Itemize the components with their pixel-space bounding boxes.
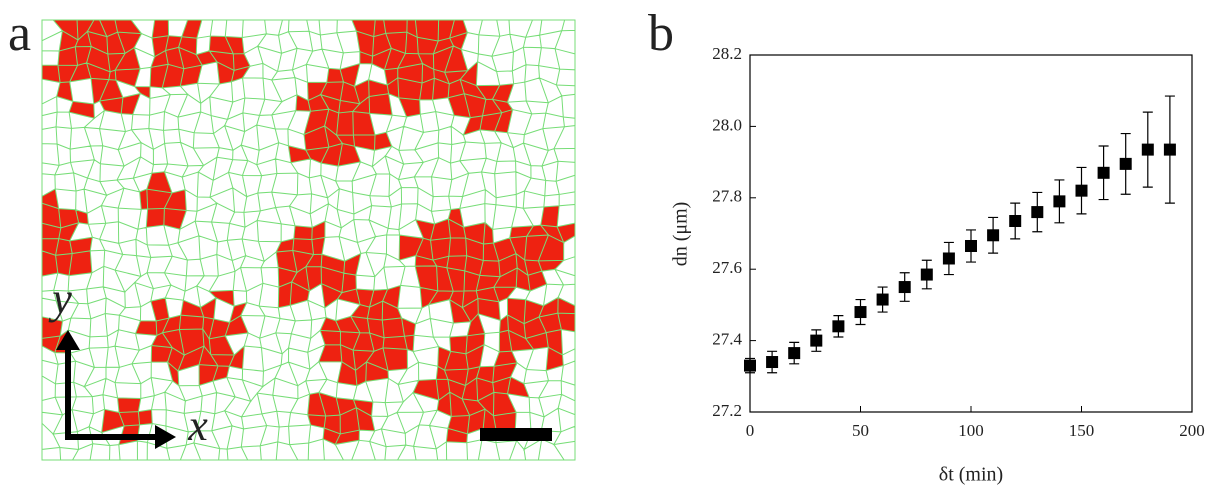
marker — [1009, 215, 1022, 228]
marker — [744, 359, 756, 372]
marker — [810, 334, 823, 347]
marker — [965, 239, 977, 252]
red-cells — [42, 20, 575, 445]
marker — [788, 347, 801, 360]
point — [1141, 111, 1154, 188]
point — [744, 357, 756, 374]
x-tick-label: 50 — [852, 421, 869, 440]
point — [942, 241, 955, 276]
point — [987, 216, 1000, 254]
marker — [766, 356, 779, 369]
panel-label: a — [8, 5, 31, 62]
point — [766, 350, 779, 374]
point — [1119, 132, 1132, 195]
x-arrow-head — [155, 425, 176, 449]
x-arrow-label: x — [187, 401, 208, 450]
marker — [876, 293, 889, 306]
marker — [854, 306, 867, 319]
point — [1097, 145, 1110, 201]
point — [810, 329, 823, 352]
y-tick-label: 27.2 — [712, 401, 742, 420]
x-tick-label: 100 — [958, 421, 984, 440]
y-arrow-head — [56, 330, 80, 350]
point — [1053, 179, 1066, 224]
x-tick-label: 0 — [746, 421, 755, 440]
marker — [1141, 143, 1154, 156]
marker — [1031, 206, 1044, 219]
marker — [832, 320, 845, 333]
cell-edges — [41, 19, 576, 461]
point — [920, 259, 933, 290]
y-arrow-label: y — [48, 274, 72, 323]
marker — [1097, 166, 1110, 179]
marker — [942, 252, 955, 265]
marker — [1119, 157, 1132, 170]
point — [898, 272, 911, 302]
x-tick-label: 200 — [1179, 421, 1205, 440]
marker — [987, 229, 1000, 242]
point — [1163, 95, 1176, 204]
y-tick-label: 28.0 — [712, 115, 742, 134]
y-tick-label: 28.2 — [712, 44, 742, 63]
voronoi-image — [41, 19, 576, 461]
point — [1009, 202, 1022, 240]
marker — [898, 281, 911, 294]
point — [876, 286, 889, 313]
point — [854, 298, 867, 326]
point — [965, 229, 977, 263]
y-tick-label: 27.4 — [712, 330, 742, 349]
marker — [920, 268, 933, 281]
y-axis-label: dn (μm) — [670, 202, 692, 267]
point — [1075, 166, 1088, 215]
point — [832, 315, 845, 338]
marker — [1075, 184, 1088, 197]
y-tick-label: 27.6 — [712, 258, 742, 277]
point — [1031, 191, 1044, 233]
x-tick-label: 150 — [1069, 421, 1095, 440]
point — [788, 341, 801, 365]
scale-bar — [480, 428, 552, 441]
x-axis-label: δt (min) — [939, 464, 1003, 486]
marker — [1163, 143, 1176, 156]
panel-label: b — [648, 5, 674, 62]
y-tick-label: 27.8 — [712, 187, 742, 206]
marker — [1053, 195, 1066, 208]
